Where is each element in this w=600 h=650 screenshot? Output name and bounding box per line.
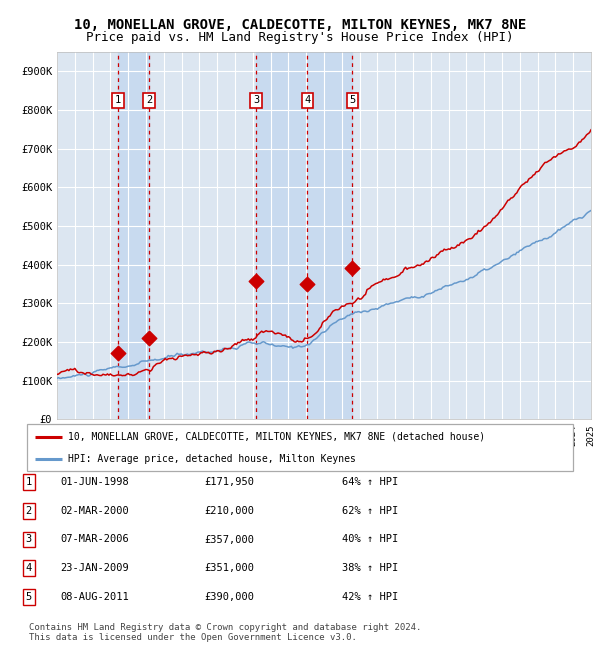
Point (347, 263, 357, 274)
Text: 5: 5 (349, 96, 355, 105)
Text: £390,000: £390,000 (204, 592, 254, 602)
Point (251, 276, 261, 287)
Text: 2: 2 (26, 506, 32, 516)
Text: £357,000: £357,000 (204, 534, 254, 545)
Text: 64% ↑ HPI: 64% ↑ HPI (342, 477, 398, 488)
Text: 1: 1 (115, 96, 121, 105)
Text: 02-MAR-2000: 02-MAR-2000 (60, 506, 129, 516)
Text: 07-MAR-2006: 07-MAR-2006 (60, 534, 129, 545)
Text: 3: 3 (26, 534, 32, 545)
Text: 01-JUN-1998: 01-JUN-1998 (60, 477, 129, 488)
Text: Contains HM Land Registry data © Crown copyright and database right 2024.
This d: Contains HM Land Registry data © Crown c… (29, 623, 421, 642)
Point (302, 278, 312, 289)
Text: 40% ↑ HPI: 40% ↑ HPI (342, 534, 398, 545)
Text: HPI: Average price, detached house, Milton Keynes: HPI: Average price, detached house, Milt… (68, 454, 356, 464)
Text: 4: 4 (304, 96, 310, 105)
Text: 38% ↑ HPI: 38% ↑ HPI (342, 563, 398, 573)
Text: £171,950: £171,950 (204, 477, 254, 488)
Bar (307, 52, 352, 419)
Text: 3: 3 (253, 96, 259, 105)
Text: 2: 2 (146, 96, 152, 105)
Bar (256, 52, 307, 419)
Text: 10, MONELLAN GROVE, CALDECOTTE, MILTON KEYNES, MK7 8NE: 10, MONELLAN GROVE, CALDECOTTE, MILTON K… (74, 18, 526, 32)
Text: £351,000: £351,000 (204, 563, 254, 573)
Point (144, 333, 154, 343)
Text: 08-AUG-2011: 08-AUG-2011 (60, 592, 129, 602)
Bar (118, 52, 149, 419)
Text: 10, MONELLAN GROVE, CALDECOTTE, MILTON KEYNES, MK7 8NE (detached house): 10, MONELLAN GROVE, CALDECOTTE, MILTON K… (68, 432, 485, 441)
Text: 4: 4 (26, 563, 32, 573)
Text: £210,000: £210,000 (204, 506, 254, 516)
Text: 42% ↑ HPI: 42% ↑ HPI (342, 592, 398, 602)
Text: 5: 5 (26, 592, 32, 602)
Text: 62% ↑ HPI: 62% ↑ HPI (342, 506, 398, 516)
FancyBboxPatch shape (27, 424, 573, 471)
Text: 23-JAN-2009: 23-JAN-2009 (60, 563, 129, 573)
Text: 1: 1 (26, 477, 32, 488)
Point (113, 348, 122, 358)
Text: Price paid vs. HM Land Registry's House Price Index (HPI): Price paid vs. HM Land Registry's House … (86, 31, 514, 44)
